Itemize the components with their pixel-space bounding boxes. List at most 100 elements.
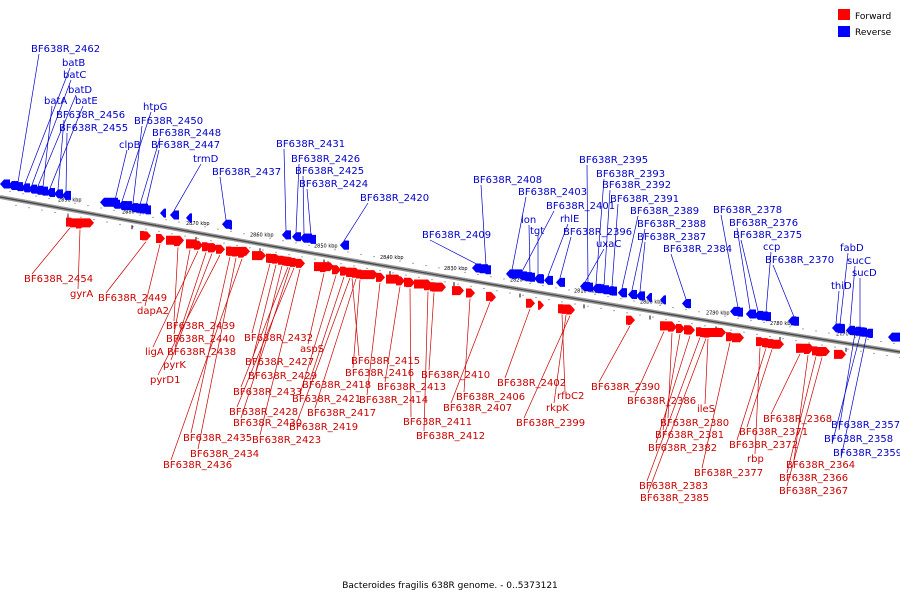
gene-label-bf638r-2358[interactable]: BF638R_2358 [824,434,893,445]
gene-label-liga[interactable]: ligA [145,347,164,358]
gene-label-bf638r-2385[interactable]: BF638R_2385 [640,493,709,504]
gene-arrow-cluster-24[interactable] [732,333,744,343]
gene-label-bf638r-2414[interactable]: BF638R_2414 [359,395,428,406]
gene-label-bf638r-2410[interactable]: BF638R_2410 [421,370,490,381]
gene-arrow-bf638r-2455[interactable] [62,190,71,200]
gene-label-batd[interactable]: batD [68,85,92,96]
gene-label-rkpk[interactable]: rkpK [546,403,569,414]
gene-label-bf638r-2423[interactable]: BF638R_2423 [252,435,321,446]
gene-arrow-cluster-4[interactable] [208,243,218,253]
gene-label-bf638r-2413[interactable]: BF638R_2413 [377,382,446,393]
gene-label-bf638r-2377[interactable]: BF638R_2377 [694,468,763,479]
gene-arrow-cluster-15[interactable] [432,282,446,292]
gene-label-ccp[interactable]: ccp [763,242,780,253]
gene-arrow-cluster-18[interactable] [538,300,544,310]
gene-label-bf638r-2456[interactable]: BF638R_2456 [56,110,125,121]
gene-label-pyrk[interactable]: pyrK [163,360,186,371]
gene-arrow-dapa2[interactable] [156,233,165,243]
gene-arrow-bf638r-2381[interactable] [676,323,685,333]
gene-label-bf638r-2364[interactable]: BF638R_2364 [786,460,855,471]
gene-arrow-cluster-25[interactable] [764,338,772,348]
gene-arrow-bf638r-2402[interactable] [526,298,535,308]
gene-label-bf638r-2447[interactable]: BF638R_2447 [151,140,220,151]
gene-arrow-bf638r-2396[interactable] [556,277,565,287]
gene-label-bf638r-2433[interactable]: BF638R_2433 [233,387,302,398]
gene-arrow-cluster-22[interactable] [730,306,740,316]
gene-arrow-bate[interactable] [46,187,55,197]
gene-arrow-cluster-2[interactable] [100,197,118,207]
gene-label-bf638r-2399[interactable]: BF638R_2399 [516,418,585,429]
gene-label-bf638r-2372[interactable]: BF638R_2372 [729,440,798,451]
gene-label-bate[interactable]: batE [75,96,98,107]
gene-arrow-bf638r-2456[interactable] [54,189,63,199]
gene-arrow-bf638r-2387[interactable] [636,291,645,301]
gene-label-bf638r-2450[interactable]: BF638R_2450 [134,116,203,127]
gene-label-batb[interactable]: batB [62,58,85,69]
gene-label-bf638r-2415[interactable]: BF638R_2415 [351,356,420,367]
gene-arrow-cluster-9[interactable] [314,262,334,272]
gene-arrow-cluster-26[interactable] [834,323,844,333]
gene-label-bf638r-2438[interactable]: BF638R_2438 [167,347,236,358]
gene-arrow-bf638r-2414[interactable] [376,272,385,282]
gene-label-bf638r-2406[interactable]: BF638R_2406 [456,392,525,403]
gene-label-clpb[interactable]: clpB [119,140,141,151]
gene-arrow-cluster-10[interactable] [340,240,348,250]
gene-label-bf638r-2387[interactable]: BF638R_2387 [637,232,706,243]
gene-label-bf638r-2375[interactable]: BF638R_2375 [733,230,802,241]
gene-label-uxac[interactable]: uxaC [596,239,621,250]
gene-label-bf638r-2378[interactable]: BF638R_2378 [713,205,782,216]
gene-label-bf638r-2434[interactable]: BF638R_2434 [190,449,259,460]
gene-arrow-trmd[interactable] [170,210,179,220]
gene-arrow-cluster-17[interactable] [606,286,614,296]
gene-arrow-cluster-3[interactable] [186,239,200,249]
gene-label-bf638r-2370[interactable]: BF638R_2370 [765,255,834,266]
gene-label-bf638r-2401[interactable]: BF638R_2401 [546,201,615,212]
gene-label-asps[interactable]: aspS [300,344,324,355]
gene-arrow-cluster-24[interactable] [758,311,768,321]
gene-label-trmd[interactable]: trmD [193,154,219,165]
gene-label-bf638r-2416[interactable]: BF638R_2416 [345,368,414,379]
gene-label-bf638r-2419[interactable]: BF638R_2419 [289,422,358,433]
gene-label-bf638r-2420[interactable]: BF638R_2420 [360,193,429,204]
gene-label-bf638r-2449[interactable]: BF638R_2449 [98,293,167,304]
gene-arrow-cluster-20[interactable] [628,315,634,325]
gene-arrow-cluster-4[interactable] [132,203,148,213]
gene-arrow-batc[interactable] [28,184,37,194]
gene-arrow-bf638r-2406[interactable] [466,288,475,298]
gene-arrow-cluster-1[interactable] [8,180,18,190]
gene-label-bf638r-2431[interactable]: BF638R_2431 [276,139,345,150]
gene-label-batc[interactable]: batC [63,70,86,81]
gene-arrow-cluster-14[interactable] [414,279,432,289]
gene-label-bf638r-2402[interactable]: BF638R_2402 [497,378,566,389]
gene-arrow-cluster-11[interactable] [476,264,488,274]
gene-label-bf638r-2357[interactable]: BF638R_2357 [831,420,900,431]
gene-label-bf638r-2408[interactable]: BF638R_2408 [473,175,542,186]
gene-arrow-cluster-3[interactable] [118,201,132,211]
gene-arrow-cluster-0[interactable] [70,218,94,228]
gene-label-fabd[interactable]: fabD [840,243,864,254]
gene-label-lon[interactable]: lon [521,215,536,226]
gene-arrow-batb[interactable] [21,183,30,193]
gene-label-bf638r-2368[interactable]: BF638R_2368 [763,414,832,425]
gene-label-bf638r-2388[interactable]: BF638R_2388 [637,219,706,230]
gene-label-bf638r-2381[interactable]: BF638R_2381 [655,430,724,441]
gene-arrow-cluster-12[interactable] [386,274,402,284]
gene-arrow-cluster-16[interactable] [594,284,604,294]
gene-label-thid[interactable]: thiD [831,281,852,292]
gene-arrow-cluster-29[interactable] [866,329,872,339]
gene-arrow-cluster-12[interactable] [506,269,522,279]
gene-arrow-cluster-13[interactable] [404,277,414,287]
gene-label-tgt[interactable]: tgt [530,226,544,237]
gene-arrow-cluster-2[interactable] [166,235,184,245]
gene-arrow-cluster-27[interactable] [796,343,814,353]
gene-label-bf638r-2384[interactable]: BF638R_2384 [663,244,732,255]
gene-label-bf638r-2392[interactable]: BF638R_2392 [602,180,671,191]
gene-label-rfbc2[interactable]: rfbC2 [557,391,584,402]
gene-arrow-cluster-0[interactable] [0,179,10,189]
gene-arrow-cluster-14[interactable] [536,274,544,284]
gene-arrow-cluster-6[interactable] [252,251,266,261]
gene-arrow-cluster-13[interactable] [522,272,532,282]
gene-label-bf638r-2407[interactable]: BF638R_2407 [443,403,512,414]
gene-label-bf638r-2380[interactable]: BF638R_2380 [660,418,729,429]
gene-label-bf638r-2371[interactable]: BF638R_2371 [739,427,808,438]
